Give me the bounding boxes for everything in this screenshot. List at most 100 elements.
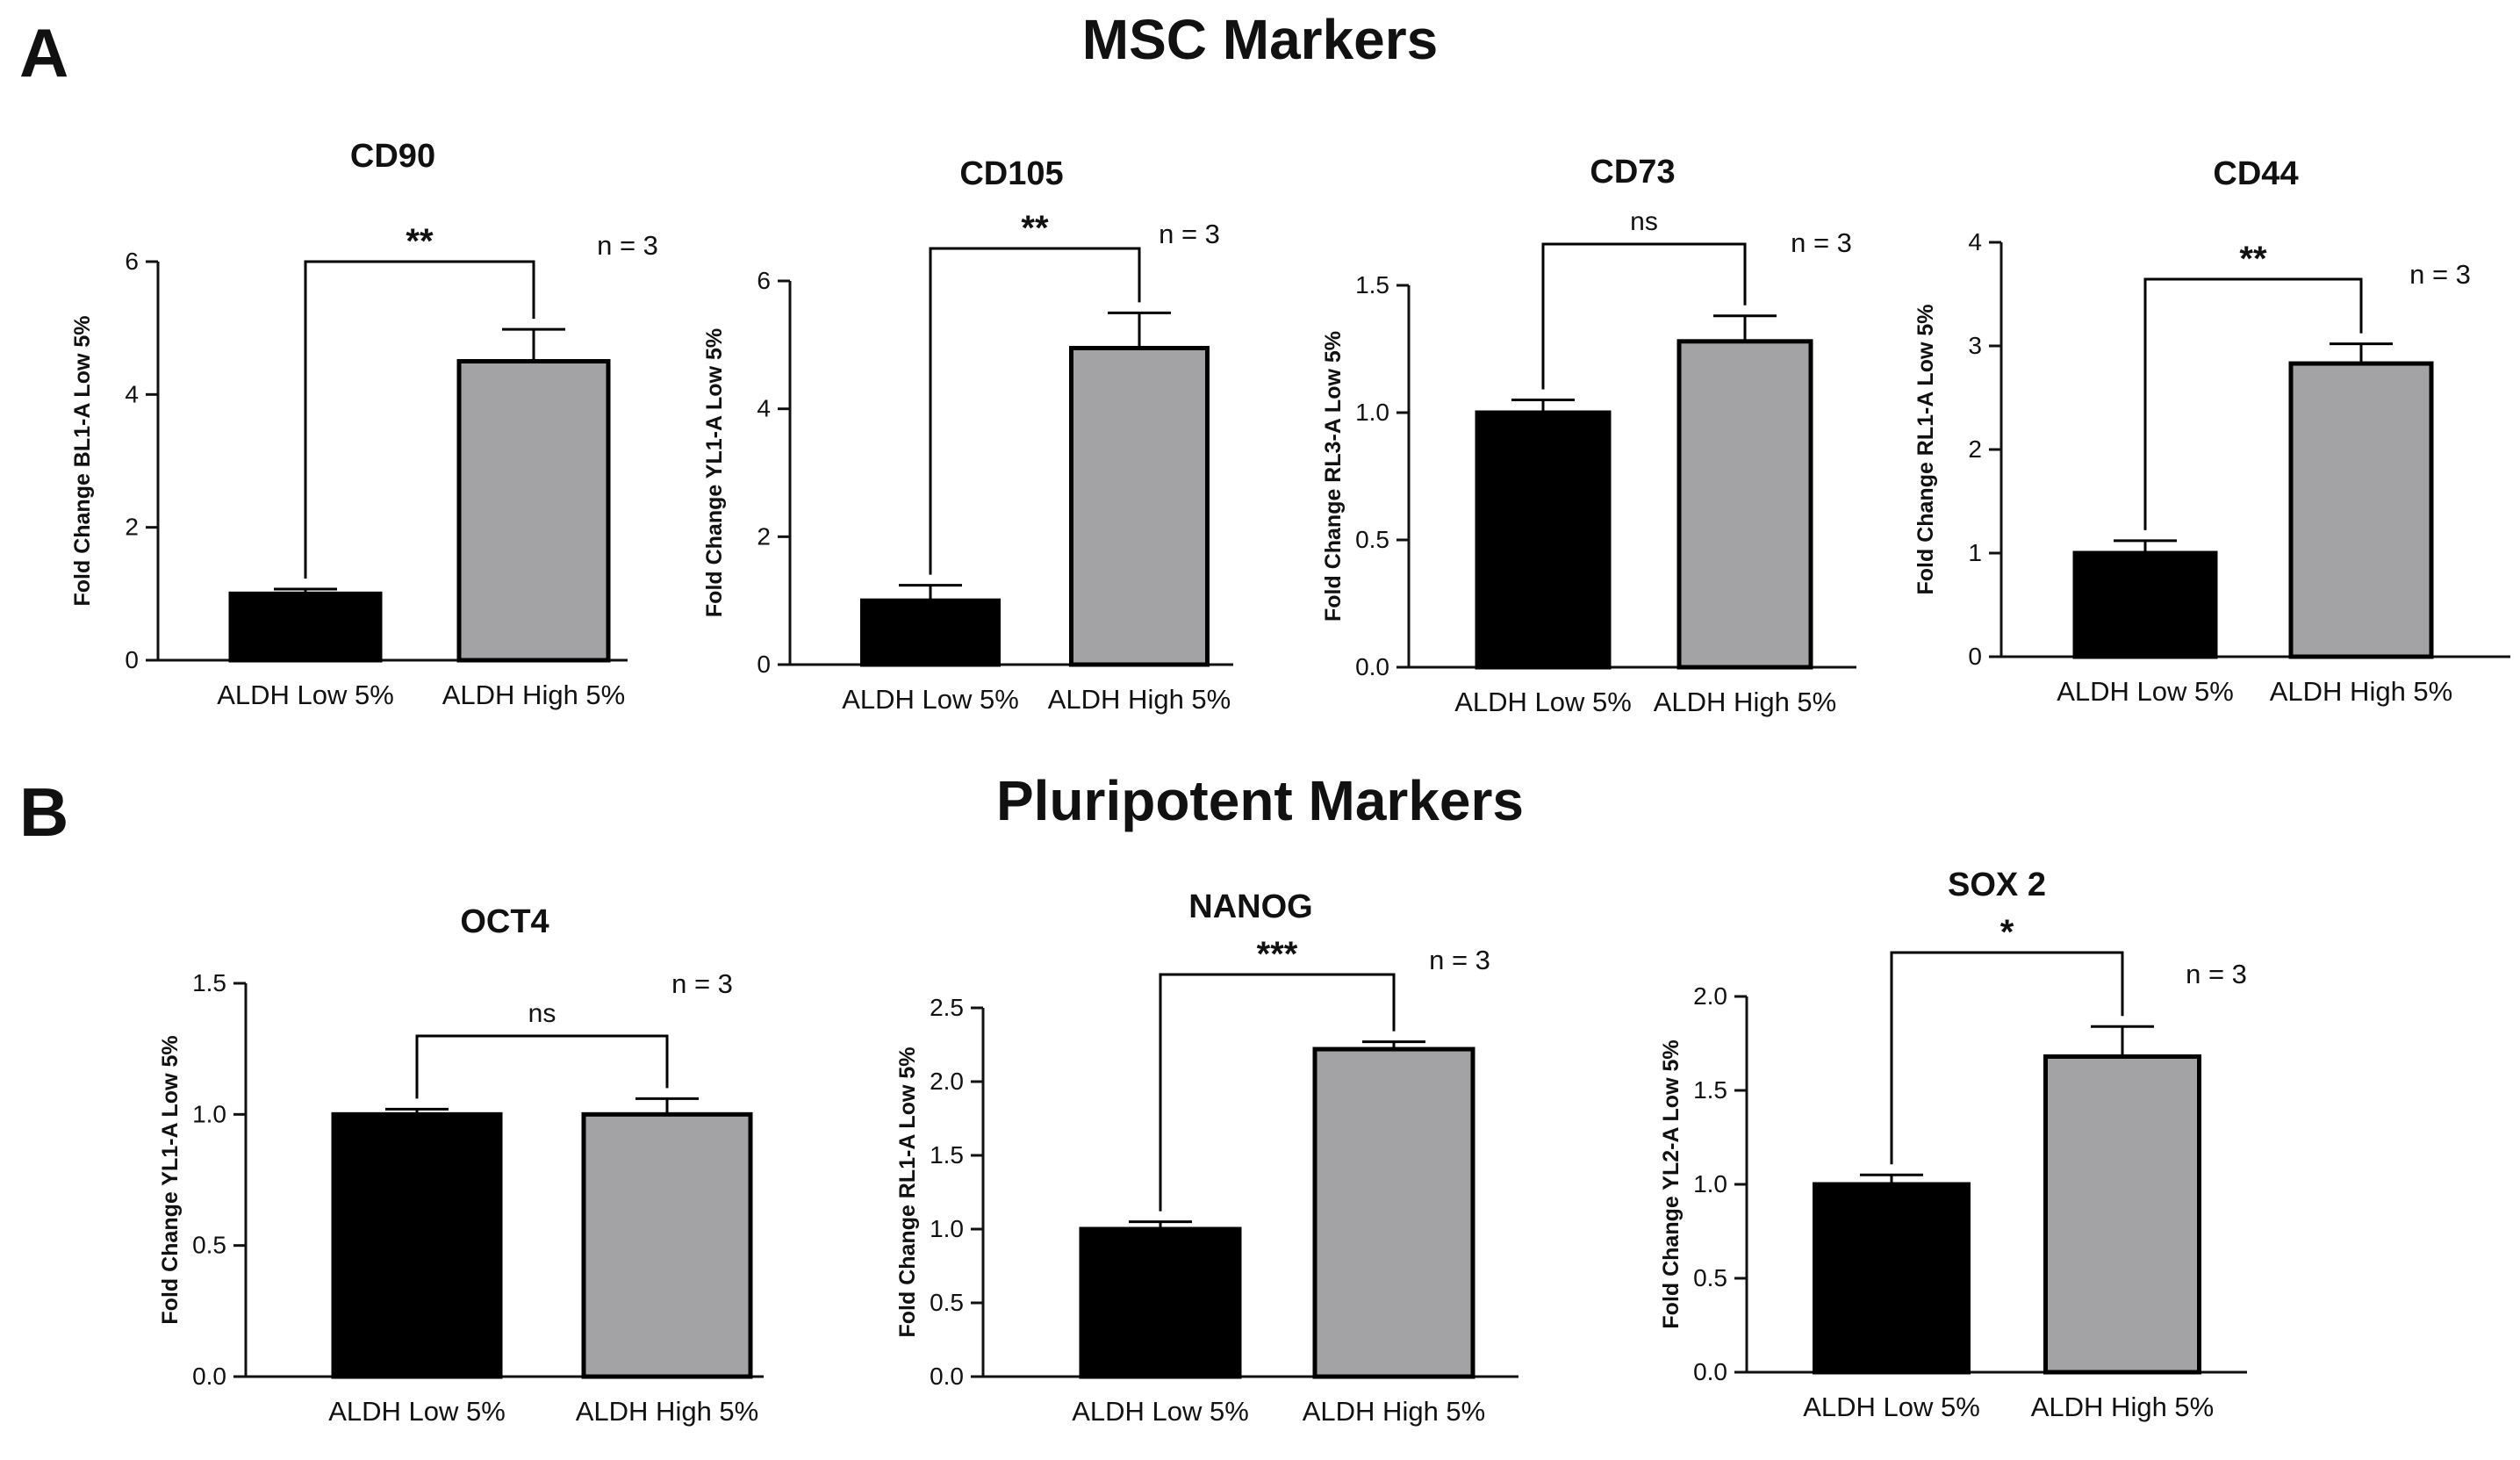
bar-aldh-low	[2072, 550, 2218, 659]
y-tick-label: 1.0	[1693, 1170, 1727, 1197]
bar-aldh-high	[581, 1111, 753, 1379]
y-tick-label: 1.5	[1693, 1076, 1727, 1104]
y-axis-label: Fold Change YL1-A Low 5%	[702, 328, 727, 617]
significance-bracket	[1541, 242, 1747, 390]
significance-bracket	[1890, 951, 2124, 1165]
x-category-label-high: ALDH High 5%	[1048, 684, 1231, 715]
significance-bracket	[304, 260, 535, 579]
y-tick-label: 0	[757, 651, 771, 678]
significance-label: **	[406, 222, 434, 261]
y-tick-label: 1.0	[930, 1215, 964, 1242]
y-tick-label: 4	[125, 380, 139, 407]
sample-size-label: n = 3	[671, 968, 733, 999]
chart-title: SOX 2	[1948, 867, 2046, 903]
bar-aldh-low	[228, 591, 383, 663]
chart-cd44: CD44 Fold Change RL1-A Low 5% 0 1 2 3 4 ALDH Lo…	[1913, 155, 2510, 707]
chart-oct4: OCT4 Fold Change YL1-A Low 5% 0.0 0.5 1.0 1.5…	[158, 903, 764, 1427]
bar-aldh-low	[1475, 410, 1612, 670]
y-tick-label: 2.0	[930, 1068, 964, 1095]
y-tick-label: 1	[1968, 539, 1982, 566]
chart-title: CD105	[959, 155, 1063, 192]
y-tick-label: 1.0	[1355, 399, 1389, 426]
chart-title: CD44	[2213, 155, 2298, 192]
chart-cd105: CD105 Fold Change YL1-A Low 5% 0 2 4 6 ALDH Lo…	[702, 155, 1233, 715]
panel-b-label: B	[19, 773, 69, 851]
y-tick-label: 3	[1968, 332, 1982, 359]
chart-cd73: CD73 Fold Change RL3-A Low 5% 0.0 0.5 1.0 1.5…	[1321, 154, 1856, 717]
sample-size-label: n = 3	[2186, 959, 2247, 989]
y-tick-label: 6	[757, 267, 771, 294]
x-category-label-high: ALDH High 5%	[1303, 1396, 1485, 1427]
chart-title: NANOG	[1188, 888, 1312, 925]
y-tick-label: 1.5	[192, 969, 226, 996]
sample-size-label: n = 3	[2409, 259, 2471, 290]
y-tick-label: 2	[757, 522, 771, 550]
x-category-label-high: ALDH High 5%	[442, 680, 625, 710]
chart-title: CD73	[1590, 154, 1675, 191]
y-tick-label: 2.0	[1693, 982, 1727, 1010]
panel-a-title: MSC Markers	[1081, 8, 1439, 71]
bar-aldh-low	[860, 598, 1001, 667]
y-tick-label: 0.0	[1693, 1358, 1727, 1385]
y-tick-label: 0.5	[1355, 526, 1389, 553]
y-tick-label: 2.5	[930, 994, 964, 1021]
significance-bracket	[1159, 973, 1396, 1212]
x-category-label-low: ALDH Low 5%	[1803, 1392, 1980, 1422]
panel-b-title: Pluripotent Markers	[995, 769, 1525, 832]
chart-title: CD90	[350, 138, 435, 175]
bar-aldh-high	[1676, 339, 1813, 670]
y-tick-label: 1.5	[930, 1141, 964, 1169]
significance-label: **	[1021, 209, 1049, 248]
bar-aldh-low	[331, 1111, 503, 1379]
sample-size-label: n = 3	[1429, 945, 1490, 975]
y-tick-label: 0.0	[1355, 653, 1389, 680]
bar-aldh-high	[1312, 1046, 1475, 1379]
y-axis-label: Fold Change RL3-A Low 5%	[1321, 331, 1346, 622]
sample-size-label: n = 3	[1159, 219, 1220, 249]
x-category-label-low: ALDH Low 5%	[217, 680, 394, 710]
y-tick-label: 4	[1968, 228, 1982, 255]
bar-aldh-high	[2043, 1054, 2201, 1375]
x-category-label-high: ALDH High 5%	[576, 1396, 758, 1427]
sample-size-label: n = 3	[1791, 227, 1852, 258]
x-category-label-low: ALDH Low 5%	[1454, 687, 1632, 717]
y-tick-label: 1.0	[192, 1100, 226, 1127]
y-tick-label: 0.0	[930, 1363, 964, 1390]
y-tick-label: 0.5	[192, 1232, 226, 1259]
bar-aldh-high	[1069, 345, 1210, 667]
x-category-label-low: ALDH Low 5%	[2057, 676, 2234, 707]
y-tick-label: 1.5	[1355, 271, 1389, 298]
x-category-label-high: ALDH High 5%	[2270, 676, 2452, 707]
significance-label: ***	[1257, 935, 1298, 974]
bar-aldh-high	[2288, 361, 2434, 659]
bar-aldh-low	[1079, 1226, 1242, 1379]
x-category-label-low: ALDH Low 5%	[328, 1396, 506, 1427]
significance-bracket	[415, 1034, 669, 1099]
x-category-label-low: ALDH Low 5%	[842, 684, 1019, 715]
y-tick-label: 4	[757, 395, 771, 422]
y-axis-label: Fold Change YL2-A Low 5%	[1659, 1039, 1684, 1328]
y-tick-label: 2	[125, 514, 139, 541]
chart-nanog: NANOG Fold Change RL1-A Low 5% 0.0 0.5 1.0 1.…	[895, 888, 1518, 1427]
y-axis-label: Fold Change RL1-A Low 5%	[1913, 304, 1938, 594]
y-axis-label: Fold Change RL1-A Low 5%	[895, 1046, 920, 1337]
significance-bracket	[929, 247, 1141, 575]
sample-size-label: n = 3	[597, 230, 658, 261]
y-axis-label: Fold Change YL1-A Low 5%	[158, 1035, 183, 1324]
chart-sox2: SOX 2 Fold Change YL2-A Low 5% 0.0 0.5 1.0 1.…	[1659, 867, 2247, 1422]
y-tick-label: 0	[125, 646, 139, 673]
significance-label: *	[2000, 913, 2014, 952]
y-tick-label: 0.0	[192, 1363, 226, 1390]
significance-bracket	[2143, 277, 2363, 530]
y-tick-label: 0.5	[930, 1289, 964, 1316]
x-category-label-low: ALDH Low 5%	[1072, 1396, 1249, 1427]
y-tick-label: 6	[125, 248, 139, 275]
chart-title: OCT4	[460, 903, 549, 940]
x-category-label-high: ALDH High 5%	[2031, 1392, 2214, 1422]
y-tick-label: 0	[1968, 643, 1982, 670]
significance-label: ns	[1630, 207, 1658, 236]
significance-label: **	[2239, 240, 2267, 278]
significance-label: ns	[528, 999, 556, 1028]
bar-aldh-low	[1813, 1182, 1971, 1375]
panel-a-label: A	[19, 14, 69, 91]
